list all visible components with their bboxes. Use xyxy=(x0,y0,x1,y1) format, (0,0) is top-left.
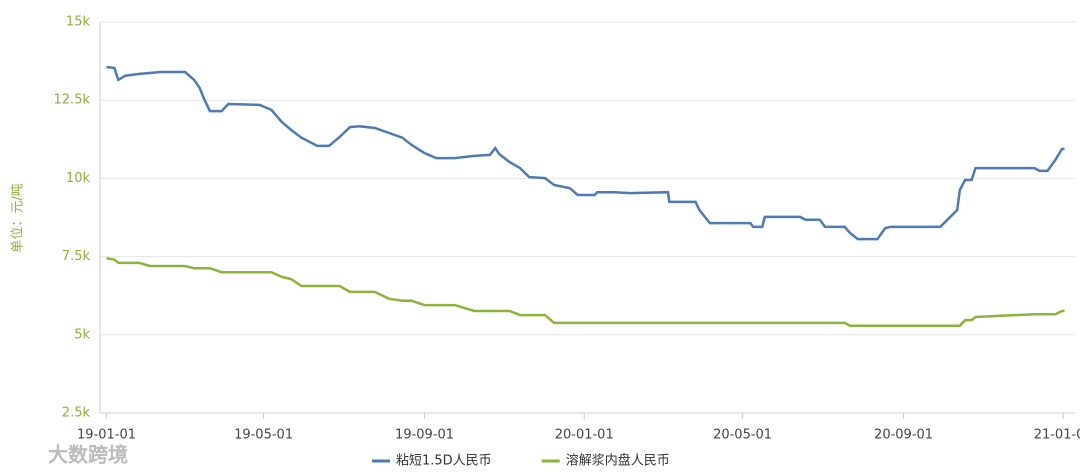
y-tick-label: 2.5k xyxy=(62,406,91,421)
x-tick-label: 20-09-01 xyxy=(874,428,933,443)
y-tick-label: 5k xyxy=(74,327,90,342)
x-tick-label: 20-05-01 xyxy=(713,428,772,443)
x-tick-label: 20-01-01 xyxy=(555,428,614,443)
series-line xyxy=(106,65,1065,241)
x-tick-label: 19-01-01 xyxy=(77,428,136,443)
legend-label: 粘短1.5D人民币 xyxy=(396,454,492,469)
x-tick-label: 21-01-01 xyxy=(1034,428,1080,443)
y-tick-label: 10k xyxy=(66,171,91,186)
y-tick-label: 7.5k xyxy=(62,249,91,264)
x-tick-label: 19-05-01 xyxy=(234,428,293,443)
y-axis-label: 单位：元/吨 xyxy=(11,183,26,252)
y-tick-label: 12.5k xyxy=(54,93,91,108)
x-tick-label: 19-09-01 xyxy=(395,428,454,443)
series-line xyxy=(106,256,1065,327)
y-tick-label: 15k xyxy=(66,15,91,30)
watermark: 大数跨境 xyxy=(48,443,128,467)
legend-label: 溶解浆内盘人民币 xyxy=(566,453,670,469)
